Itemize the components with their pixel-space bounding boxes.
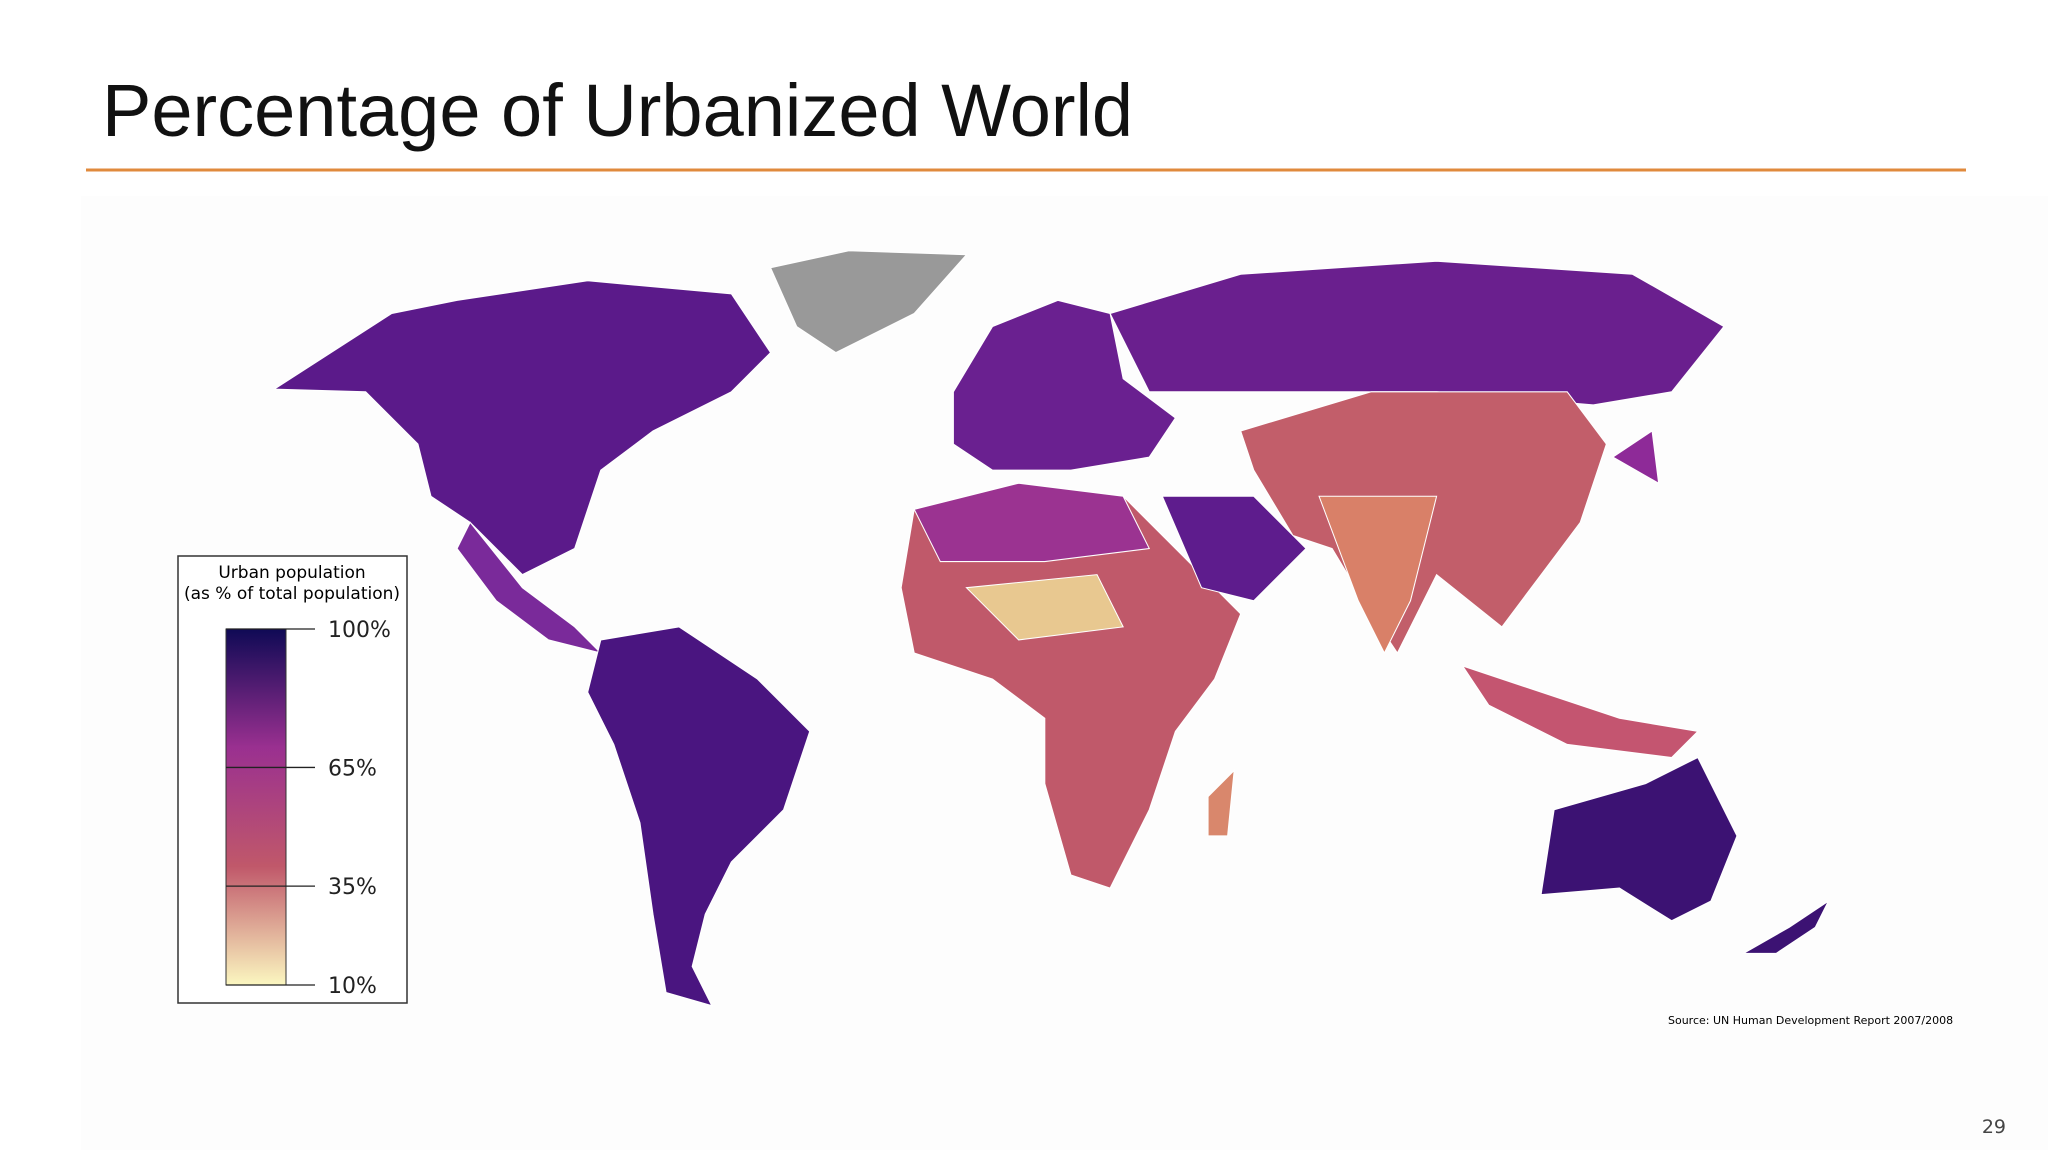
north-america	[272, 280, 772, 576]
color-bar	[225, 628, 287, 986]
africa	[900, 482, 1242, 889]
legend-box	[177, 555, 408, 1004]
legend-tick-label: 100%	[328, 618, 391, 643]
legend-tick-label: 65%	[328, 756, 377, 781]
legend-tick-label: 10%	[328, 974, 377, 999]
india	[1318, 495, 1438, 655]
russia	[1109, 260, 1725, 406]
greenland	[769, 250, 968, 354]
south-america	[587, 626, 811, 1007]
legend-tick-label: 35%	[328, 875, 377, 900]
north-africa	[913, 482, 1151, 563]
japan	[1611, 430, 1660, 485]
central-america	[456, 521, 603, 654]
southeast-asia	[1461, 665, 1699, 759]
new-zealand	[1741, 899, 1830, 954]
page-number: 29	[1982, 1116, 2006, 1138]
slide-title: Percentage of Urbanized World	[102, 69, 1133, 152]
madagascar	[1207, 769, 1235, 837]
legend-title: Urban population	[218, 563, 365, 583]
europe	[952, 299, 1177, 471]
sahel	[965, 574, 1124, 641]
australia	[1540, 756, 1738, 922]
source-note: Source: UN Human Development Report 2007…	[1668, 1014, 1953, 1027]
middle-east	[1161, 495, 1307, 602]
legend-title: (as % of total population)	[184, 584, 400, 604]
world-map	[272, 250, 1830, 1007]
